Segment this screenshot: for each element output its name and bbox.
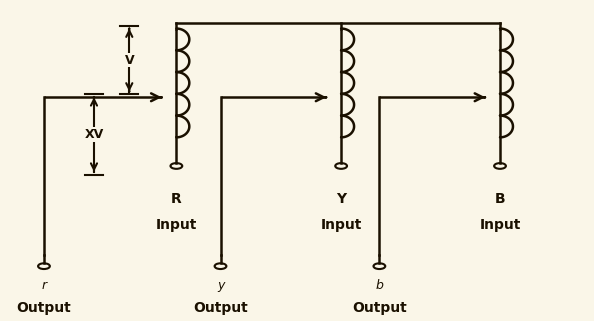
Text: Output: Output bbox=[193, 300, 248, 315]
Text: Input: Input bbox=[156, 218, 197, 231]
Text: XV: XV bbox=[84, 128, 103, 141]
Text: B: B bbox=[495, 192, 505, 206]
Text: y: y bbox=[217, 279, 224, 292]
Text: r: r bbox=[42, 279, 46, 292]
Text: b: b bbox=[375, 279, 383, 292]
Text: Y: Y bbox=[336, 192, 346, 206]
Text: Output: Output bbox=[352, 300, 407, 315]
Text: Input: Input bbox=[320, 218, 362, 231]
Text: R: R bbox=[171, 192, 182, 206]
Text: V: V bbox=[125, 54, 134, 66]
Text: Input: Input bbox=[479, 218, 521, 231]
Text: Output: Output bbox=[17, 300, 71, 315]
